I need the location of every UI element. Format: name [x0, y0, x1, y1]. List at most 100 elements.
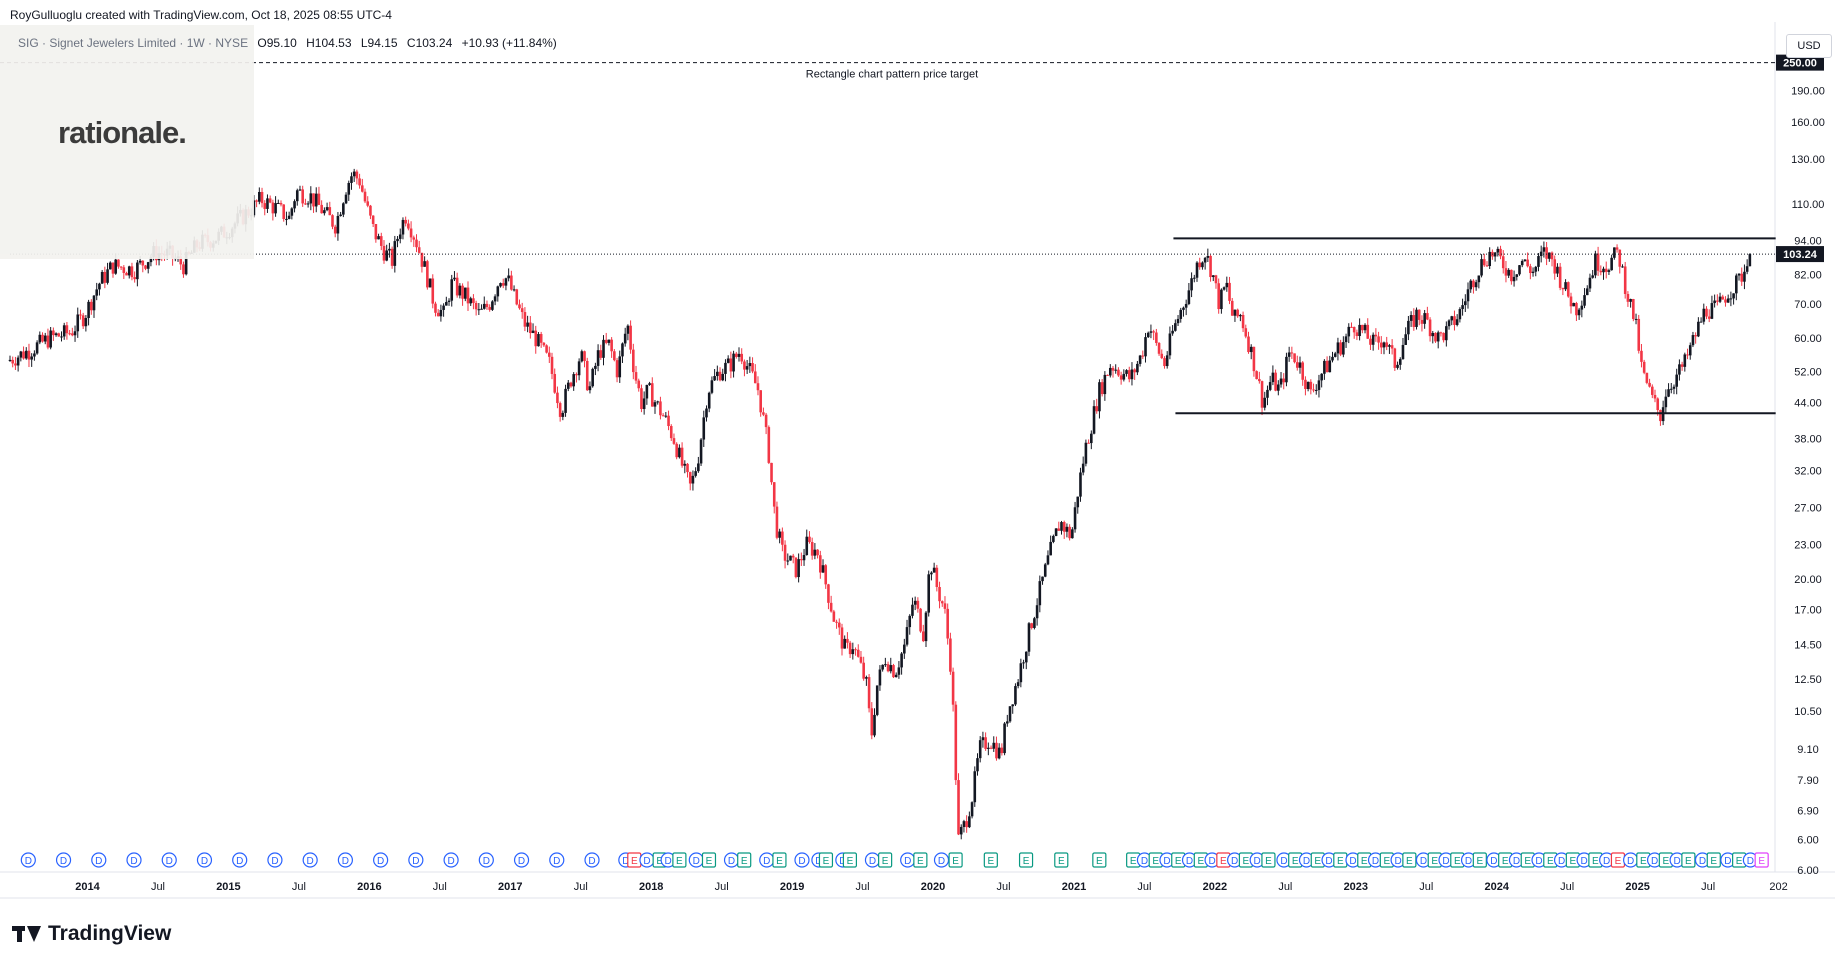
- candle-body: [661, 415, 665, 417]
- candle-body: [539, 334, 543, 343]
- tradingview-brand[interactable]: TradingView: [12, 922, 171, 946]
- candle: [775, 501, 779, 540]
- candle-body: [453, 277, 456, 280]
- candle-body: [439, 309, 443, 317]
- candle-body: [504, 278, 508, 286]
- candle: [1472, 279, 1475, 294]
- candle: [1439, 331, 1443, 337]
- candle: [1466, 282, 1470, 309]
- candle: [1575, 301, 1578, 322]
- candle-body: [98, 283, 101, 290]
- candle: [133, 271, 136, 283]
- candle: [1374, 328, 1378, 342]
- candle-body: [57, 333, 61, 337]
- candle: [913, 596, 917, 611]
- time-tick-label: 2021: [1062, 881, 1086, 893]
- candle-body: [786, 560, 790, 562]
- candle-body: [1079, 472, 1082, 497]
- candle-body: [371, 215, 375, 224]
- candle-body: [1149, 331, 1153, 333]
- candle-body: [285, 218, 288, 220]
- time-tick-label: Jul: [1560, 881, 1574, 893]
- event-letter: D: [1558, 856, 1565, 867]
- candle-body: [561, 412, 565, 417]
- candle: [1127, 366, 1131, 383]
- candle: [407, 219, 410, 231]
- candle-body: [1152, 331, 1155, 333]
- candle: [76, 307, 80, 338]
- candle: [1179, 307, 1183, 323]
- candle-body: [854, 649, 857, 651]
- time-axis[interactable]: 2014 Jul 2015 Jul 2016 Jul 2017 Jul 2018 Jul 2019 J…: [75, 881, 1787, 893]
- candle: [282, 204, 286, 222]
- candle-body: [149, 257, 153, 263]
- price-tick-label: 6.00: [1797, 865, 1818, 877]
- candle: [1138, 354, 1142, 367]
- candle-body: [1377, 336, 1380, 343]
- candle-body: [856, 649, 860, 657]
- candle-body: [328, 207, 332, 216]
- symbol-legend[interactable]: SIG · Signet Jewelers Limited · 1W · NYS…: [18, 36, 563, 50]
- dividend-event-icon: D: [373, 852, 389, 868]
- candle-body: [843, 638, 846, 649]
- candle: [840, 623, 844, 656]
- symbol-name[interactable]: SIG · Signet Jewelers Limited · 1W · NYS…: [18, 36, 249, 50]
- candle-body: [545, 345, 548, 353]
- candle: [1344, 333, 1348, 348]
- candle: [390, 246, 394, 269]
- candle: [141, 260, 145, 273]
- candle: [1371, 332, 1375, 351]
- candle-body: [935, 567, 939, 588]
- candle-body: [870, 708, 874, 736]
- dividend-marker: [126, 852, 142, 868]
- candle-body: [1339, 342, 1342, 355]
- event-letter: D: [1420, 856, 1427, 867]
- candle: [718, 367, 722, 382]
- candle-body: [49, 330, 52, 348]
- candle-body: [366, 201, 370, 206]
- candle: [946, 603, 949, 645]
- currency-button[interactable]: USD: [1786, 34, 1832, 58]
- candle: [675, 442, 678, 460]
- event-letter: E: [706, 856, 713, 867]
- candle: [835, 619, 838, 629]
- candle-body: [789, 555, 792, 561]
- candle: [290, 207, 294, 220]
- candle-body: [1745, 266, 1749, 272]
- candle: [1190, 272, 1193, 298]
- candle: [1629, 298, 1632, 308]
- candle-body: [1726, 298, 1730, 303]
- price-tick-label: 7.90: [1797, 775, 1818, 787]
- price-tick-label: 44.00: [1794, 398, 1822, 410]
- candle: [523, 307, 527, 332]
- event-letter: E: [1758, 856, 1765, 867]
- candle-body: [1499, 248, 1502, 257]
- event-letter: D: [938, 856, 945, 867]
- candle-body: [1393, 348, 1397, 368]
- candle: [1458, 307, 1462, 323]
- candle-body: [1520, 261, 1524, 266]
- candle: [903, 638, 906, 659]
- candle-body: [1252, 346, 1256, 372]
- candle: [279, 200, 283, 207]
- candle-body: [1239, 314, 1242, 317]
- candle-body: [523, 312, 527, 327]
- candle-body: [650, 383, 654, 407]
- price-axis[interactable]: 190.00 160.00 130.00 110.00 94.00 82.00 70.00 6…: [1776, 54, 1825, 877]
- candle: [298, 185, 302, 191]
- candle: [575, 372, 578, 383]
- candle: [1507, 268, 1510, 279]
- candle-body: [276, 202, 280, 204]
- candle-body: [1119, 375, 1123, 380]
- time-tick-label: 2018: [639, 881, 663, 893]
- candle-body: [1718, 296, 1722, 302]
- candle-body: [1003, 723, 1006, 754]
- dividend-event-icon: D: [196, 852, 213, 868]
- candle: [485, 300, 489, 310]
- candle: [1236, 308, 1239, 318]
- candle: [968, 811, 971, 829]
- time-tick-label: Jul: [856, 881, 870, 893]
- candle: [30, 353, 33, 367]
- candle: [724, 359, 727, 382]
